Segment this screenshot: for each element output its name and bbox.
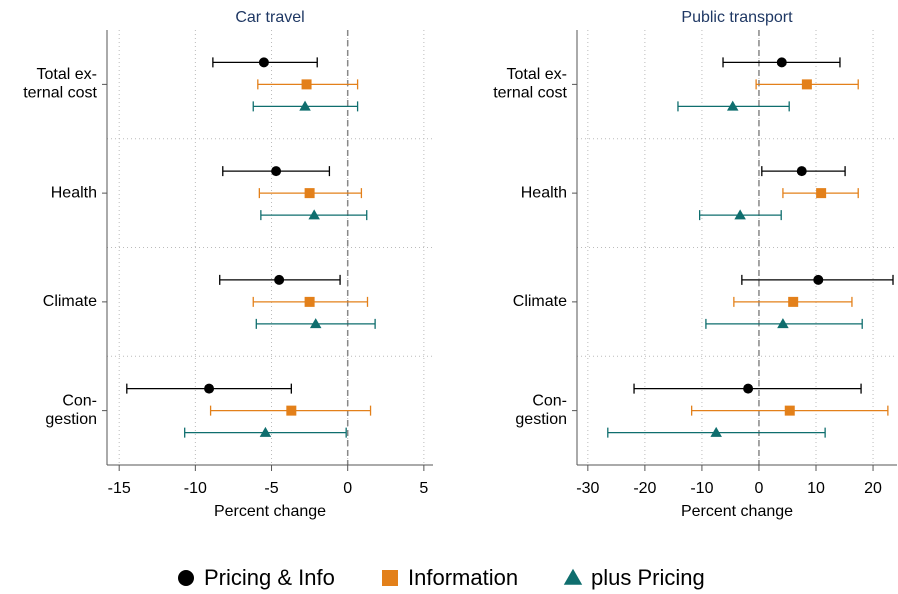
x-tick-label: -30	[576, 480, 599, 497]
marker	[816, 188, 827, 199]
marker	[304, 188, 315, 199]
x-tick-label: -10	[184, 480, 207, 497]
legend-label: plus Pricing	[591, 565, 705, 590]
legend-label: Information	[408, 565, 518, 590]
y-tick-label: Health	[51, 184, 97, 201]
y-tick-label: Con-gestion	[45, 393, 97, 428]
marker	[813, 274, 824, 285]
marker	[274, 274, 285, 285]
marker	[726, 100, 739, 111]
legend-label: Pricing & Info	[204, 565, 335, 590]
marker	[784, 405, 795, 416]
marker	[801, 79, 812, 90]
x-tick-label: -15	[108, 480, 131, 497]
marker	[734, 209, 746, 220]
marker	[271, 166, 282, 177]
y-tick-label: Health	[521, 184, 567, 201]
legend-marker	[563, 568, 583, 585]
y-tick-label: Con-gestion	[515, 393, 567, 428]
y-tick-label: Climate	[43, 293, 97, 310]
marker	[259, 426, 272, 437]
marker	[204, 383, 215, 394]
marker	[308, 209, 320, 220]
y-tick-label: Total ex-ternal cost	[23, 66, 97, 101]
x-tick-label: 0	[755, 480, 764, 497]
marker	[301, 79, 312, 90]
y-tick-label: Total ex-ternal cost	[493, 66, 567, 101]
legend-marker	[178, 570, 194, 586]
marker	[286, 405, 297, 416]
marker	[743, 383, 754, 394]
x-tick-label: 0	[343, 480, 352, 497]
x-tick-label: 20	[864, 480, 882, 497]
legend-marker	[382, 570, 398, 586]
marker	[710, 426, 722, 437]
marker	[776, 57, 787, 68]
x-axis-label: Percent change	[214, 503, 326, 520]
x-tick-label: -5	[264, 480, 278, 497]
x-tick-label: -20	[633, 480, 656, 497]
marker	[258, 57, 269, 68]
x-tick-label: 10	[807, 480, 825, 497]
marker	[777, 318, 789, 329]
panel-title: Public transport	[681, 9, 793, 26]
y-tick-label: Climate	[513, 293, 567, 310]
panel-title: Car travel	[235, 9, 304, 26]
x-tick-label: -10	[690, 480, 713, 497]
marker	[299, 100, 311, 111]
marker	[796, 166, 807, 177]
marker	[788, 296, 799, 307]
marker	[309, 318, 322, 329]
marker	[304, 296, 315, 307]
x-axis-label: Percent change	[681, 503, 793, 520]
x-tick-label: 5	[419, 480, 428, 497]
